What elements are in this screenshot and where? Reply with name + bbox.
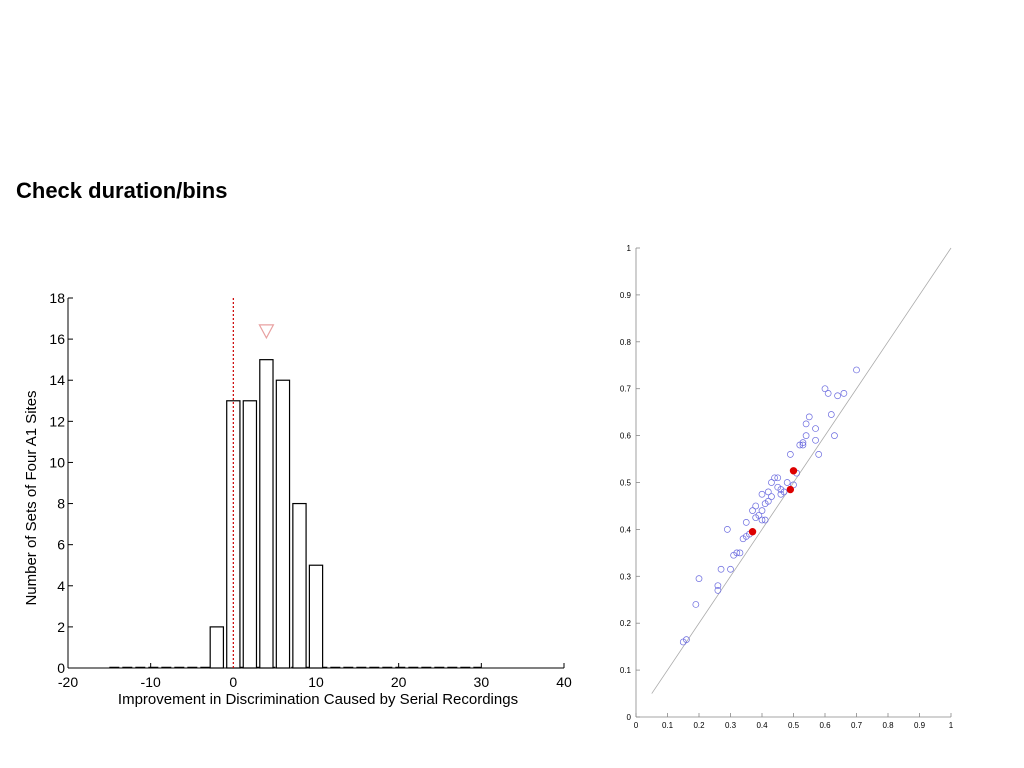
scatter-x-tick-label: 0.7	[851, 721, 863, 730]
scatter-point	[755, 511, 763, 519]
hist-y-tick-label: 18	[49, 290, 65, 306]
scatter-point	[764, 497, 772, 505]
hist-bar	[308, 564, 324, 669]
hist-x-tick-label: 20	[391, 674, 407, 690]
scatter-y-tick-label: 0	[627, 713, 632, 722]
scatter-point-highlight	[748, 528, 757, 536]
hist-x-tick-label: 30	[474, 674, 490, 690]
page-title: Check duration/bins	[16, 178, 228, 203]
scatter-point	[736, 549, 744, 557]
hist-x-tick-label: -10	[141, 674, 161, 690]
scatter-point	[824, 390, 832, 397]
hist-bar	[275, 379, 291, 669]
hist-x-tick-label: 10	[308, 674, 324, 690]
hist-x-tick-label: 40	[556, 674, 572, 690]
scatter-point	[853, 366, 860, 374]
scatter-x-tick-label: 0.5	[788, 721, 800, 730]
scatter-point	[812, 425, 819, 432]
scatter-point	[695, 575, 703, 582]
scatter-point	[758, 507, 766, 514]
scatter-point	[799, 441, 807, 449]
scatter-point	[812, 436, 819, 444]
scatter-point	[727, 565, 734, 573]
scatter-point	[805, 413, 813, 421]
scatter-x-tick-label: 0.4	[756, 721, 768, 730]
scatter-y-tick-label: 1	[627, 244, 632, 253]
scatter-y-tick-label: 0.6	[620, 432, 632, 441]
scatter-point	[768, 479, 775, 486]
scatter-point	[815, 451, 823, 458]
scatter-x-tick-label: 0	[634, 721, 639, 730]
scatter-point	[764, 488, 772, 496]
scatter-x-tick-label: 0.6	[819, 721, 831, 730]
scatter-x-tick-label: 0.8	[882, 721, 894, 730]
hist-y-tick-label: 12	[49, 413, 65, 429]
hist-y-tick-label: 16	[49, 331, 65, 347]
scatter-x-tick-label: 1	[949, 721, 954, 730]
scatter-x-tick-label: 0.1	[662, 721, 674, 730]
scatter-point	[774, 474, 782, 482]
scatter-y-tick-label: 0.7	[620, 385, 632, 394]
scatter-y-tick-label: 0.5	[620, 479, 632, 488]
scatter-y-tick-label: 0.9	[620, 291, 632, 300]
scatter-point	[840, 390, 848, 397]
scatter-point	[802, 432, 810, 439]
scatter-y-tick-label: 0.4	[620, 525, 632, 534]
scatter-point	[761, 516, 769, 524]
hist-bar	[209, 626, 225, 669]
scatter-point	[786, 451, 794, 458]
scatter-point	[802, 420, 810, 428]
hist-x-tick-label: -20	[58, 674, 78, 690]
scatter-point	[834, 392, 841, 400]
hist-x-axis-label: Improvement in Discrimination Caused by …	[118, 691, 518, 708]
scatter-point	[683, 636, 690, 643]
hist-y-tick-label: 4	[57, 578, 65, 594]
hist-y-tick-label: 8	[57, 496, 65, 512]
hist-y-tick-label: 6	[57, 537, 65, 553]
scatter-point	[758, 516, 766, 524]
scatter-point	[714, 587, 722, 594]
scatter-point	[742, 519, 750, 526]
hist-bar	[292, 502, 307, 669]
scatter-point	[768, 493, 775, 500]
scatter-point	[714, 582, 722, 590]
hist-mean-marker	[258, 324, 275, 340]
scatter-point-highlight	[789, 467, 798, 475]
hist-y-tick-label: 14	[49, 372, 65, 388]
scatter-point	[780, 488, 788, 496]
scatter-point	[827, 411, 835, 418]
hist-y-tick-label: 0	[57, 660, 65, 676]
scatter-point	[749, 507, 756, 514]
scatter-x-tick-label: 0.2	[693, 721, 705, 730]
scatter-point	[771, 474, 778, 482]
scatter-identity-line	[651, 247, 952, 694]
scatter-x-tick-label: 0.9	[914, 721, 926, 730]
scatter-point	[821, 385, 829, 393]
scatter-point-highlight	[786, 485, 795, 494]
scatter-point	[831, 432, 838, 439]
scatter-y-tick-label: 0.1	[620, 666, 632, 675]
scatter-point	[723, 526, 731, 533]
scatter-point	[733, 549, 741, 557]
hist-y-tick-label: 2	[57, 619, 65, 635]
hist-bar	[242, 400, 258, 669]
scatter-y-tick-label: 0.2	[620, 619, 632, 628]
scatter-y-tick-label: 0.3	[620, 572, 632, 581]
scatter-y-tick-label: 0.8	[620, 338, 632, 347]
hist-x-tick-label: 0	[229, 674, 237, 690]
scatter-point	[752, 502, 760, 510]
scatter-x-tick-label: 0.3	[725, 721, 737, 730]
scatter-point	[783, 479, 791, 486]
scatter-point	[692, 601, 700, 608]
hist-bar	[259, 359, 274, 669]
scatter-point	[799, 439, 807, 446]
scatter-point	[717, 565, 725, 573]
hist-y-tick-label: 10	[49, 454, 65, 470]
hist-y-axis-label: Number of Sets of Four A1 Sites	[23, 390, 40, 605]
scatter-point	[758, 490, 766, 498]
